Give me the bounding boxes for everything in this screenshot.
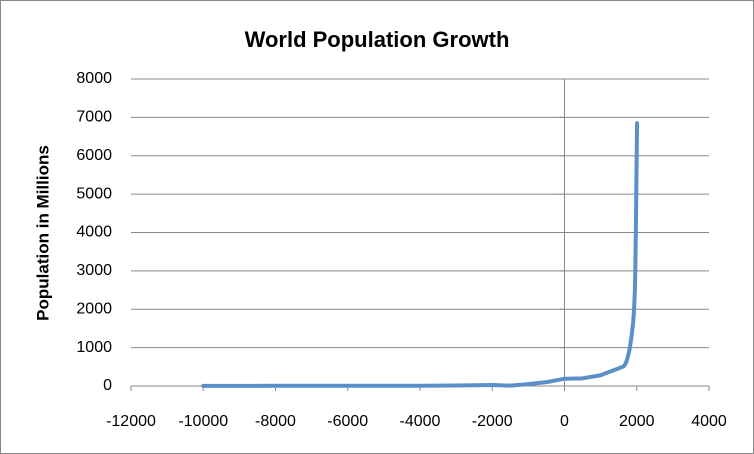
y-tick-label: 6000 bbox=[76, 147, 112, 164]
y-tick-label: 7000 bbox=[76, 109, 112, 126]
y-tick-label: 2000 bbox=[76, 300, 112, 317]
y-tick-label: 3000 bbox=[76, 262, 112, 279]
y-axis-title: Population in Millions bbox=[33, 145, 52, 321]
x-tick-label: 0 bbox=[560, 413, 569, 430]
x-tick-label: -10000 bbox=[178, 413, 228, 430]
y-tick-label: 8000 bbox=[76, 70, 112, 87]
x-tick-label: -4000 bbox=[400, 413, 441, 430]
y-tick-label: 0 bbox=[103, 377, 112, 394]
x-tick-label: -12000 bbox=[106, 413, 156, 430]
x-tick-label: -6000 bbox=[327, 413, 368, 430]
data-line bbox=[201, 121, 640, 388]
y-tick-label: 5000 bbox=[76, 185, 112, 202]
chart-title: World Population Growth bbox=[245, 27, 510, 52]
x-tick-label: 4000 bbox=[691, 413, 727, 430]
x-tick-label: -8000 bbox=[255, 413, 296, 430]
x-tick-label: 2000 bbox=[619, 413, 655, 430]
y-tick-label: 1000 bbox=[76, 339, 112, 356]
y-tick-label: 4000 bbox=[76, 224, 112, 241]
x-tick-label: -2000 bbox=[472, 413, 513, 430]
